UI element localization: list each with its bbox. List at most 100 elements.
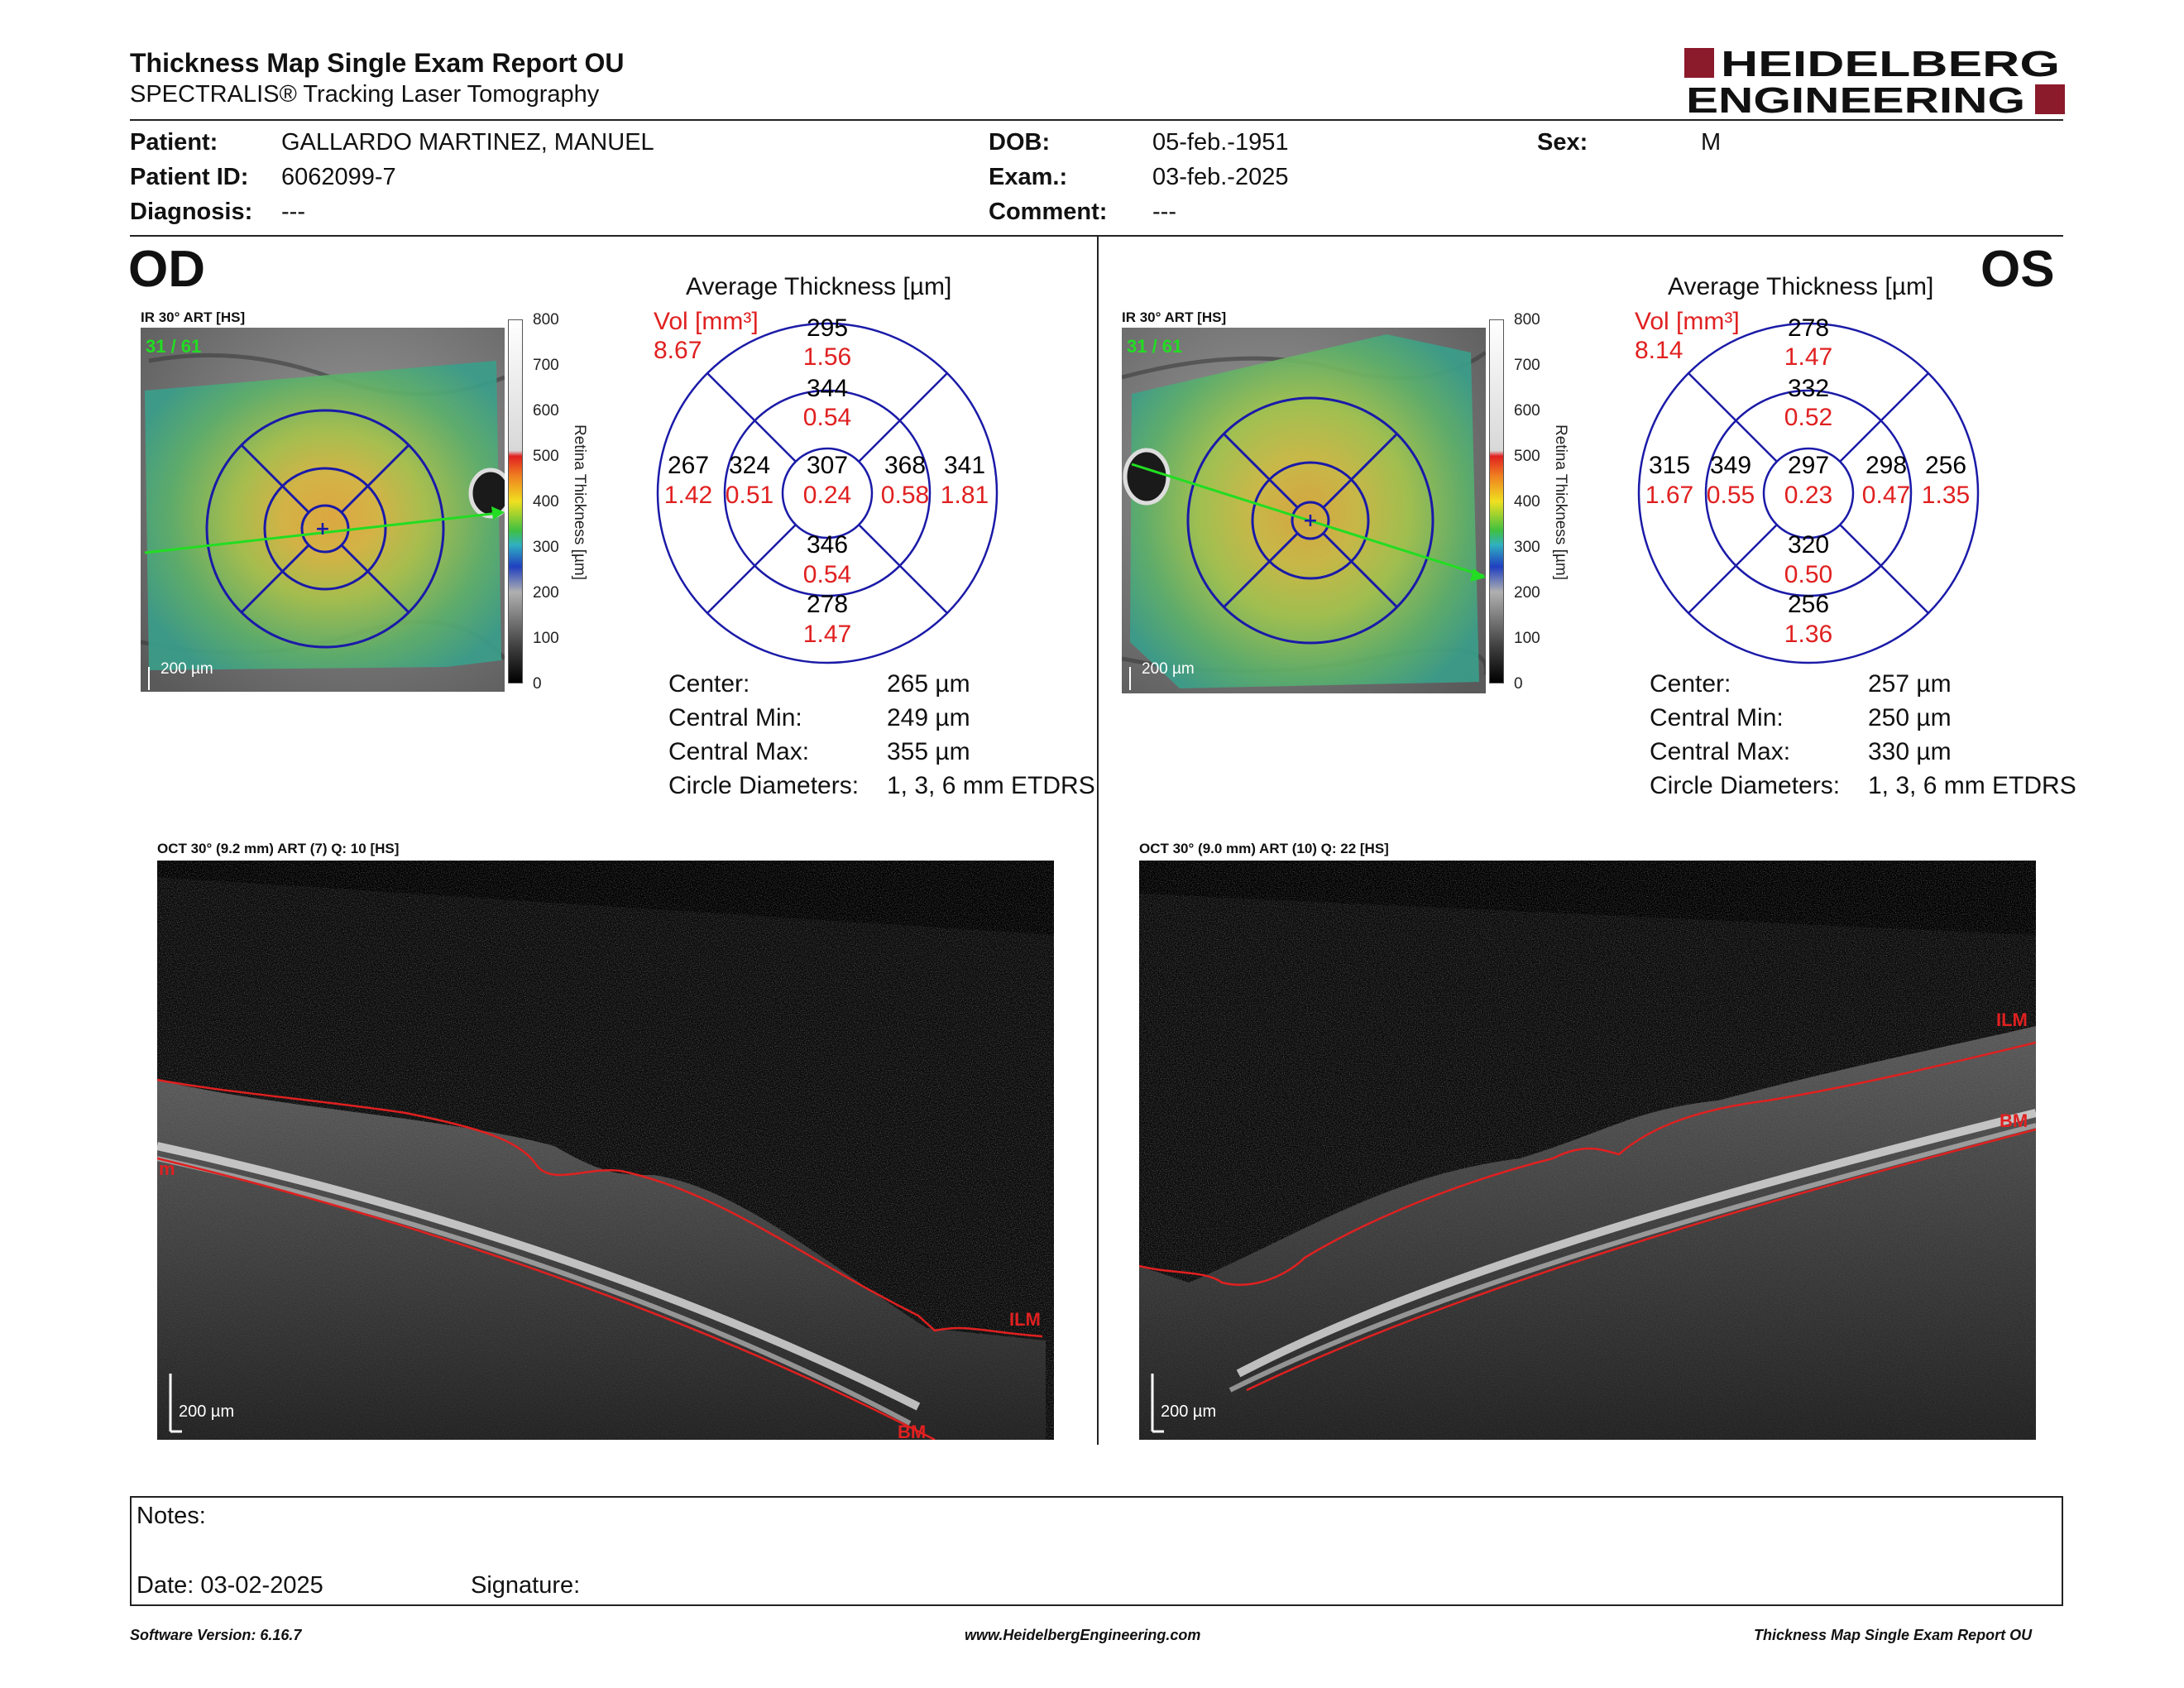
diagnosis-label: Diagnosis: [130,199,253,225]
os-min-label: Central Min: [1650,704,1784,731]
sex-label: Sex: [1537,129,1588,156]
eye-divider [1097,237,1099,1445]
footer-report-name: Thickness Map Single Exam Report OU [1754,1627,2033,1643]
od-center-label: Center: [668,670,750,698]
od-diam-value: 1, 3, 6 mm ETDRS [887,772,1095,799]
od-scale-axis-label: Retina Thickness [µm] [571,424,588,580]
comment-value: --- [1152,199,1176,225]
website-link[interactable]: www.HeidelbergEngineering.com [965,1627,1201,1643]
os-oct-bscan: ILM BM 200 µm [1139,861,2036,1440]
od-avg-title: Average Thickness [µm] [686,273,952,300]
od-vol-value: 8.67 [654,337,702,364]
patient-id-label: Patient ID: [130,164,249,190]
od-min-label: Central Min: [668,704,802,731]
os-outer-sup: 278 [1788,314,1829,342]
od-max-label: Central Max: [668,738,810,765]
os-outer-nasal-vol: 1.35 [1922,482,1970,509]
os-avg-title: Average Thickness [µm] [1668,273,1934,300]
os-ir-fundus-image: + 31 / 61 200 µm [1122,328,1486,693]
od-ir-title: IR 30° ART [HS] [141,309,246,325]
notes-box[interactable]: Notes: Date: 03-02-2025 Signature: [130,1496,2063,1606]
os-oct-scale-label: 200 µm [1161,1403,1216,1421]
os-center-label: Center: [1650,670,1731,698]
os-inner-nasal-vol: 0.47 [1862,482,1910,509]
od-outer-temp-vol: 1.42 [664,482,712,509]
os-diam-label: Circle Diameters: [1650,772,1841,799]
diagnosis-value: --- [281,199,305,225]
os-vol-label: Vol [mm³] [1635,308,1740,335]
od-inner-nasal-vol: 0.58 [881,482,929,509]
od-min-value: 249 µm [887,704,970,731]
os-outer-inf-vol: 1.36 [1784,621,1832,648]
report-subtitle: SPECTRALIS® Tracking Laser Tomography [130,81,600,108]
od-outer-nasal-vol: 1.81 [941,482,989,509]
od-inner-temp-vol: 0.51 [726,482,774,509]
od-ir-fundus-image: + 31 / 61 200 µm [141,328,505,692]
os-ir-title: IR 30° ART [HS] [1122,309,1227,325]
os-etdrs-grid: 278 1.47 332 0.52 315 1.67 349 0.55 297 … [1637,314,1980,664]
os-outer-sup-vol: 1.47 [1784,343,1832,371]
od-oct-scale-label: 200 µm [179,1403,234,1421]
od-etdrs-grid: 295 1.56 344 0.54 267 1.42 324 0.51 307 … [656,314,999,664]
os-inner-sup-vol: 0.52 [1784,404,1832,431]
od-vol-label: Vol [mm³] [654,308,759,335]
dob-label: DOB: [989,129,1051,156]
od-outer-inf-vol: 1.47 [803,621,851,648]
os-scale-axis-label: Retina Thickness [µm] [1552,424,1569,580]
signature-label: Signature: [471,1572,581,1599]
od-center: 307 [807,452,848,479]
svg-text:+: + [1303,511,1318,531]
date-label: Date: 03-02-2025 [136,1572,323,1599]
od-outer-nasal: 341 [944,452,985,479]
os-outer-nasal: 256 [1925,452,1966,479]
os-center-value: 257 µm [1868,670,1952,698]
od-max-value: 355 µm [887,738,970,765]
os-frame-counter: 31 / 61 [1127,336,1182,357]
od-oct-bscan: ILM BM m 200 µm [157,861,1054,1440]
od-inner-temp: 324 [729,452,770,479]
od-inner-nasal: 368 [884,452,926,479]
os-inner-sup: 332 [1788,375,1829,402]
os-outer-inf: 256 [1788,591,1829,618]
os-ir-scale-label: 200 µm [1142,660,1195,678]
logo-square-top [1684,48,1714,78]
od-inner-inf-vol: 0.54 [803,561,851,588]
od-eye-label: OD [128,241,205,298]
exam-label: Exam.: [989,164,1068,190]
od-outer-sup: 295 [807,314,848,342]
od-ir-scale-label: 200 µm [160,660,213,678]
svg-text:+: + [315,519,330,539]
od-ilm-label: ILM [1009,1309,1041,1330]
sex-value: M [1701,129,1722,156]
exam-value: 03-feb.-2025 [1152,164,1289,190]
os-inner-inf: 320 [1788,531,1829,559]
od-oct-title: OCT 30° (9.2 mm) ART (7) Q: 10 [HS] [157,841,400,856]
patient-name: GALLARDO MARTINEZ, MANUEL [281,129,654,156]
os-inner-inf-vol: 0.50 [1784,561,1832,588]
os-ilm-label: ILM [1996,1009,2028,1030]
os-thickness-color-scale [1489,319,1504,683]
patient-id-value: 6062099-7 [281,164,396,190]
header-divider [130,119,2063,121]
od-scale-ticks: 800 700 600 500 400 300 200 100 0 [533,311,559,693]
od-outer-sup-vol: 1.56 [803,343,851,371]
logo-square-bottom [2035,84,2065,114]
od-center-value: 265 µm [887,670,970,698]
logo-line2: ENGINEERING [1686,80,2025,116]
os-outer-temp: 315 [1649,452,1690,479]
patient-label: Patient: [130,129,218,156]
comment-label: Comment: [989,199,1108,225]
od-inner-inf: 346 [807,531,848,559]
os-eye-label: OS [1980,241,2055,298]
heidelberg-logo: HEIDELBERG ENGINEERING [1684,46,2065,116]
os-min-value: 250 µm [1868,704,1952,731]
dob-value: 05-feb.-1951 [1152,129,1289,156]
od-inner-sup-vol: 0.54 [803,404,851,431]
os-oct-title: OCT 30° (9.0 mm) ART (10) Q: 22 [HS] [1139,841,1389,856]
os-outer-temp-vol: 1.67 [1645,482,1693,509]
os-inner-temp-vol: 0.55 [1707,482,1755,509]
os-inner-temp: 349 [1710,452,1751,479]
od-outer-temp: 267 [668,452,709,479]
logo-line1: HEIDELBERG [1721,46,2060,84]
od-outer-inf: 278 [807,591,848,618]
